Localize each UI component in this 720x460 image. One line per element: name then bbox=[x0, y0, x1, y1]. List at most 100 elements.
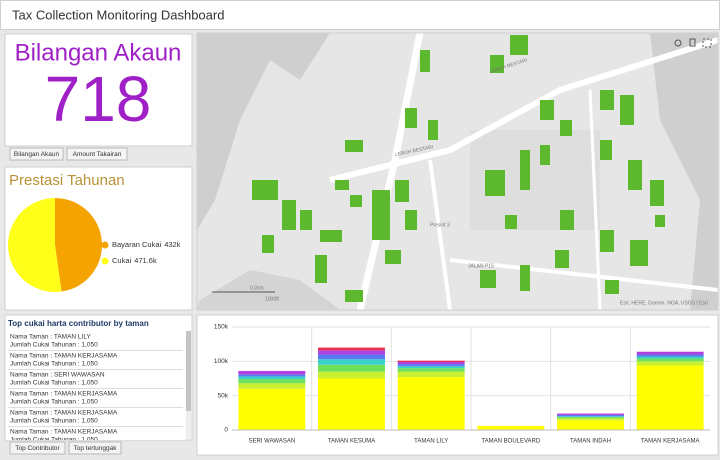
bar-segment bbox=[397, 364, 465, 367]
bar-segment bbox=[557, 416, 624, 419]
building bbox=[315, 255, 327, 283]
scale-label: 1000ft bbox=[265, 296, 280, 302]
bar-segment bbox=[397, 377, 465, 430]
bar-segment bbox=[238, 383, 306, 389]
building bbox=[372, 190, 390, 240]
list-item-amount: Jumlah Cukai Tahunan : 1,050 bbox=[10, 342, 98, 349]
bar-segment bbox=[397, 371, 465, 378]
search-icon[interactable] bbox=[674, 39, 682, 47]
water bbox=[650, 33, 718, 310]
building bbox=[350, 195, 362, 207]
scroll-thumb[interactable] bbox=[186, 331, 191, 411]
road-label: JALAN P15 bbox=[468, 263, 494, 269]
legend-value: 471.6k bbox=[134, 256, 157, 265]
y-tick-label: 150k bbox=[214, 324, 229, 331]
bar-segment bbox=[318, 347, 385, 351]
bar-segment bbox=[557, 413, 624, 415]
pie-chart: Bayaran Cukai 432k Cukai 471.6k bbox=[7, 198, 181, 292]
list-item-name: Nama Taman : TAMAN KERJASAMA bbox=[10, 410, 118, 417]
x-tick-label: TAMAN KESUMA bbox=[328, 439, 376, 445]
road bbox=[428, 159, 452, 310]
bar-segment bbox=[318, 359, 385, 365]
list-item[interactable] bbox=[6, 370, 185, 388]
tab[interactable] bbox=[9, 441, 66, 455]
indicator-value: 718 bbox=[45, 63, 152, 135]
list-item-amount: Jumlah Cukai Tahunan : 1,050 bbox=[10, 361, 98, 368]
list-item[interactable] bbox=[6, 427, 185, 445]
bar-segment bbox=[318, 364, 385, 372]
x-tick-label: TAMAN KERJASAMA bbox=[641, 439, 700, 445]
indicator-title: Bilangan Akaun bbox=[15, 39, 182, 66]
y-tick-label: 50k bbox=[218, 392, 229, 399]
bar-segment bbox=[238, 374, 306, 377]
tab-label[interactable]: Bilangan Akaun bbox=[14, 151, 60, 158]
list-item[interactable] bbox=[6, 408, 185, 426]
bar-segment bbox=[557, 416, 624, 417]
tab[interactable] bbox=[66, 147, 128, 161]
building bbox=[620, 95, 634, 125]
list-item[interactable] bbox=[6, 332, 185, 350]
building bbox=[600, 230, 614, 252]
pie-slice bbox=[55, 198, 102, 292]
building bbox=[490, 55, 504, 73]
bar-segment bbox=[557, 420, 624, 430]
bar-segment bbox=[318, 354, 385, 360]
indicator-panel bbox=[4, 33, 193, 147]
building bbox=[540, 145, 550, 165]
building bbox=[300, 210, 312, 230]
scale-label: 0.2km bbox=[250, 285, 264, 291]
tab-label[interactable]: Amount Takairan bbox=[73, 151, 122, 158]
bar-chart: 0 50k 100k 150k SERI WAWASAN TAMAN KESUMA TAMA… bbox=[214, 324, 710, 445]
bar-segment bbox=[318, 350, 385, 355]
building bbox=[262, 235, 274, 253]
building bbox=[345, 290, 363, 302]
tab[interactable] bbox=[68, 441, 122, 455]
legend-swatch bbox=[101, 257, 109, 265]
list-item[interactable] bbox=[6, 351, 185, 369]
road bbox=[588, 89, 602, 310]
tab[interactable] bbox=[9, 147, 64, 161]
map: LEBUH BESTARI LEBUH BESTARI Presint 3 JA… bbox=[197, 33, 718, 310]
legend-label: Bayaran Cukai bbox=[112, 240, 162, 249]
grid-icon[interactable] bbox=[702, 38, 712, 48]
building bbox=[540, 100, 554, 120]
map-border bbox=[196, 32, 719, 311]
building bbox=[520, 265, 530, 291]
bar-segment bbox=[477, 425, 545, 430]
x-tick-label: TAMAN INDAH bbox=[570, 439, 611, 445]
building bbox=[428, 120, 438, 140]
x-tick-label: TAMAN LILY bbox=[414, 439, 448, 445]
bar-segment bbox=[318, 378, 385, 430]
building bbox=[510, 35, 528, 55]
list-item[interactable] bbox=[6, 389, 185, 407]
pie-title: Prestasi Tahunan bbox=[9, 172, 125, 189]
bar-segment bbox=[636, 354, 704, 357]
building bbox=[655, 215, 665, 227]
bar-segment bbox=[238, 376, 306, 380]
buildings bbox=[252, 35, 665, 302]
bar-segment bbox=[557, 418, 624, 421]
x-tick-label: SERI WAWASAN bbox=[248, 439, 295, 445]
bookmark-icon[interactable] bbox=[689, 38, 696, 47]
bar-segment bbox=[636, 356, 704, 359]
list-item-name: Nama Taman : SERI WAWASAN bbox=[10, 372, 105, 379]
building bbox=[560, 120, 572, 136]
bar-segment bbox=[397, 366, 465, 369]
building bbox=[480, 270, 496, 288]
y-tick-label: 0 bbox=[224, 427, 228, 434]
tab-label[interactable]: Top tertunggak bbox=[73, 445, 117, 452]
list-item-amount: Jumlah Cukai Tahunan : 1,050 bbox=[10, 418, 98, 425]
bar-segment bbox=[636, 361, 704, 366]
building bbox=[420, 50, 430, 72]
header-title: Tax Collection Monitoring Dashboard bbox=[12, 7, 224, 22]
list-item-name: Nama Taman : TAMAN KERJASAMA bbox=[10, 353, 118, 360]
building bbox=[395, 180, 409, 202]
building bbox=[282, 200, 296, 230]
legend-label: Cukai bbox=[112, 256, 132, 265]
building bbox=[505, 215, 517, 229]
list-item-name: Nama Taman : TAMAN KERJASAMA bbox=[10, 391, 118, 398]
legend-swatch bbox=[101, 241, 109, 249]
tab-label[interactable]: Top Contributor bbox=[15, 445, 60, 452]
building bbox=[485, 170, 505, 196]
